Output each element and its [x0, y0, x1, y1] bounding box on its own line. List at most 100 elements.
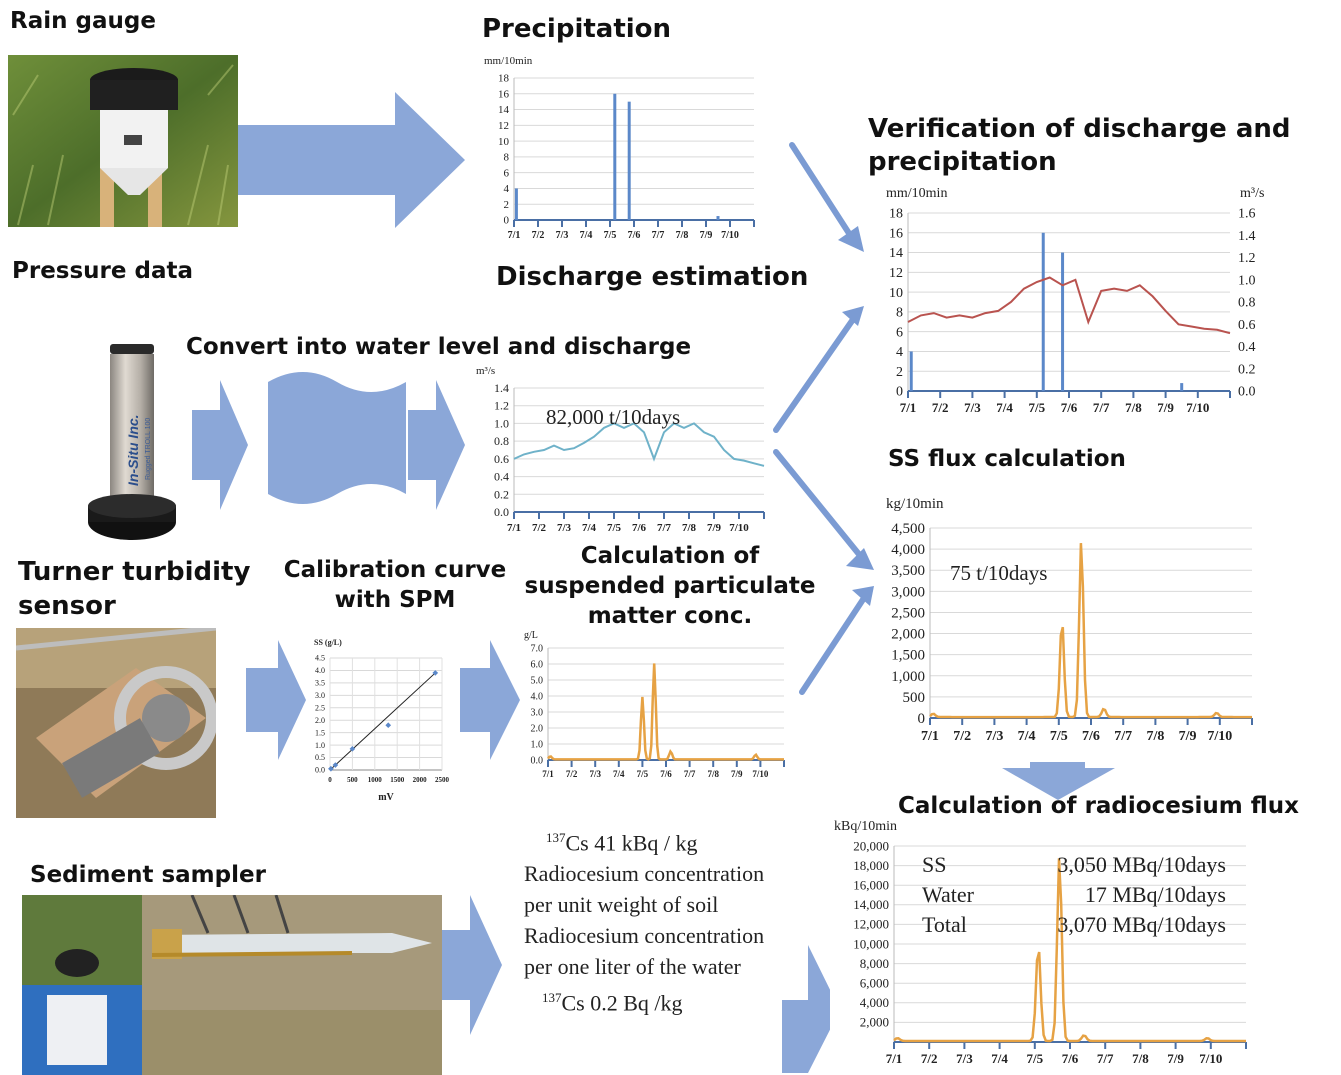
radio_flux-x-label: 7/8	[1132, 1051, 1149, 1066]
radio_flux-tick: 14,000	[853, 897, 889, 912]
precipitation-bar	[613, 94, 616, 220]
radio_flux-x-label: 7/6	[1062, 1051, 1079, 1066]
verification-tick: 6	[896, 325, 903, 340]
heading-rain-gauge: Rain gauge	[10, 8, 156, 34]
precipitation-x-label: 7/3	[556, 230, 569, 241]
discharge-tick: 1.2	[494, 399, 509, 413]
verification-ylabel-right: m³/s	[1240, 186, 1264, 201]
verification-ylabel: mm/10min	[886, 186, 947, 201]
arrow-turbidity-to-calibration	[246, 640, 306, 760]
verification-x-label: 7/4	[996, 400, 1013, 415]
turbidity-sensor-photo	[16, 628, 216, 818]
discharge-x-label: 7/10	[729, 522, 749, 534]
calibration-xlabel: mV	[378, 792, 394, 803]
verification-series-line	[908, 278, 1230, 334]
calibration-ylabel: SS (g/L)	[314, 638, 342, 647]
precipitation-x-label: 7/2	[532, 230, 545, 241]
heading-turner: Turner turbidity sensor	[18, 556, 288, 624]
spm-x-label: 7/7	[684, 769, 696, 779]
ss_flux-tick: 1,000	[891, 669, 925, 685]
arrow-convert-to-discharge	[408, 380, 465, 510]
discharge-x-label: 7/1	[507, 522, 521, 534]
ss_flux-tick: 500	[903, 690, 926, 706]
spm-ylabel: g/L	[524, 630, 538, 641]
verification-right-tick: 1.0	[1238, 273, 1256, 288]
verification-bar	[1061, 253, 1064, 391]
ss_flux-tick: 2,000	[891, 627, 925, 643]
precipitation-x-label: 7/5	[604, 230, 617, 241]
calibration-tick: 1.5	[315, 728, 325, 737]
ss_flux-x-label: 7/9	[1179, 729, 1197, 744]
discharge-tick: 0.4	[494, 470, 509, 484]
precipitation-tick: 8	[504, 152, 510, 164]
ss_flux-tick: 4,500	[891, 521, 925, 537]
heading-precipitation: Precipitation	[482, 14, 671, 44]
verification-x-label: 7/9	[1157, 400, 1174, 415]
ss_flux-tick: 1,500	[891, 648, 925, 664]
discharge-tick: 0.0	[494, 505, 509, 519]
verification-right-tick: 0.0	[1238, 385, 1256, 400]
discharge-tick: 1.0	[494, 416, 509, 430]
precipitation-ylabel: mm/10min	[484, 55, 533, 67]
heading-pressure-data: Pressure data	[12, 258, 193, 284]
calibration-x-label: 1500	[390, 776, 405, 784]
radio_flux-x-label: 7/7	[1097, 1051, 1114, 1066]
radio_flux-tick: 2,000	[860, 1015, 889, 1030]
radio_flux-tick: 6,000	[860, 976, 889, 991]
rain-gauge-photo	[8, 55, 238, 227]
ss_flux-tick: 0	[918, 711, 926, 727]
ss_flux-tick: 3,000	[891, 584, 925, 600]
spm-series-line	[548, 663, 784, 759]
discharge-tick: 0.8	[494, 434, 509, 448]
radio_flux-x-label: 7/3	[956, 1051, 973, 1066]
verification-x-label: 7/3	[964, 400, 981, 415]
calibration-x-label: 0	[328, 776, 332, 784]
precipitation-bar	[628, 102, 631, 220]
ss_flux-x-label: 7/6	[1082, 729, 1100, 744]
ss_flux-tick: 2,500	[891, 605, 925, 621]
heading-sediment-sampler: Sediment sampler	[30, 862, 266, 888]
spm-x-label: 7/6	[660, 769, 672, 779]
radio_flux-legend-name: SS	[922, 852, 946, 877]
spm-x-label: 7/2	[566, 769, 578, 779]
precipitation-tick: 16	[498, 88, 510, 100]
radio_flux-x-label: 7/1	[886, 1051, 903, 1066]
radio_flux-tick: 4,000	[860, 995, 889, 1010]
calibration-tick: 1.0	[315, 741, 325, 750]
discharge-x-label: 7/2	[532, 522, 547, 534]
sensor-model-text: Rugged TROLL 100	[145, 418, 152, 480]
spm-x-label: 7/3	[589, 769, 601, 779]
verification-chart: mm/10min0246810121416187/1 7/2 7/3 7/4 7/5 7/…	[880, 183, 1276, 427]
spm-tick: 2.0	[531, 723, 544, 734]
radio_flux-legend-name: Water	[922, 882, 975, 907]
calibration-chart: SS (g/L) 0.0 0.5 1.0 1.5 2.0 2.5 3.0 3.5 4.0 4.5 0 5…	[306, 634, 456, 806]
spm-tick: 4.0	[531, 691, 544, 702]
spm-tick: 6.0	[531, 659, 544, 670]
radio_flux-tick: 10,000	[853, 936, 889, 951]
ss_flux-tick: 4,000	[891, 542, 925, 558]
ss_flux-x-label: 7/7	[1114, 729, 1132, 744]
precipitation-tick: 12	[498, 120, 509, 132]
spm-x-label: 7/10	[752, 769, 769, 779]
heading-calc-spm: Calculation of suspended particulate mat…	[512, 542, 828, 632]
verification-x-label: 7/10	[1186, 400, 1209, 415]
spm-x-label: 7/1	[542, 769, 554, 779]
calibration-tick: 4.0	[315, 666, 325, 675]
radio_flux-ylabel: kBq/10min	[834, 819, 897, 834]
precipitation-tick: 14	[498, 104, 510, 116]
precipitation-tick: 18	[498, 73, 510, 85]
radio_flux-legend-name: Total	[922, 912, 967, 937]
ss_flux-x-label: 7/8	[1146, 729, 1164, 744]
calibration-point	[385, 722, 391, 728]
ss_flux-x-label: 7/5	[1050, 729, 1068, 744]
radio_flux-tick: 20,000	[853, 838, 889, 853]
spm-chart: g/L0.01.02.03.04.05.06.07.07/1 7/2 7/3 7/4 7…	[520, 626, 790, 792]
calibration-tick: 3.5	[315, 679, 325, 688]
spm-x-label: 7/8	[707, 769, 719, 779]
verification-x-label: 7/7	[1093, 400, 1110, 415]
verification-right-tick: 0.8	[1238, 296, 1256, 311]
verification-tick: 14	[889, 246, 903, 261]
radio_flux-x-label: 7/10	[1199, 1051, 1222, 1066]
radio_flux-x-label: 7/4	[991, 1051, 1008, 1066]
radio_flux-tick: 8,000	[860, 956, 889, 971]
